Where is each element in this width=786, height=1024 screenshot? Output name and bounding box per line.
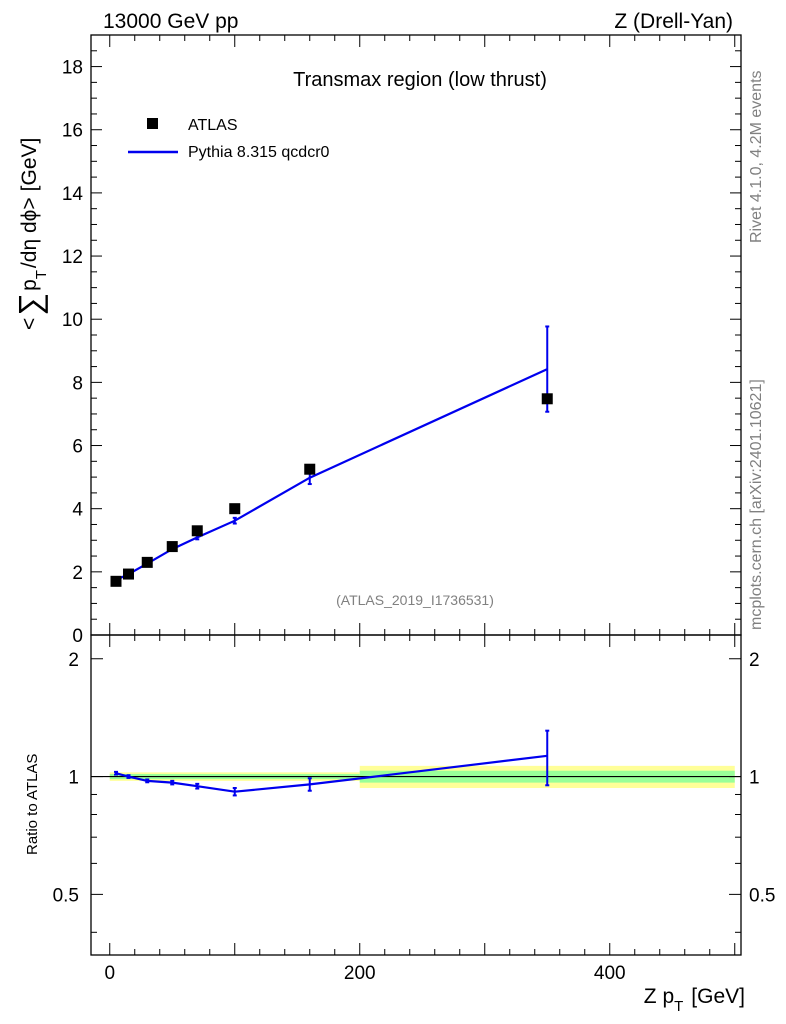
ratio-y-tick-label: 1 bbox=[68, 768, 79, 789]
ratio-plot-panel: 0.5 0.5 1 1 2 2 0 200 400 Ratio to ATLAS Z pT [Ge… bbox=[24, 634, 775, 1015]
ratio-plot-content bbox=[114, 729, 550, 797]
ylabel-p: p bbox=[18, 279, 41, 291]
ratio-y-tick-label-right: 1 bbox=[749, 768, 760, 789]
x-tick-label: 0 bbox=[104, 963, 115, 984]
ratio-plot-ticks: 0.5 0.5 1 1 2 2 0 200 400 bbox=[53, 635, 775, 984]
header-right: Z (Drell-Yan) bbox=[614, 10, 733, 33]
header-left: 13000 GeV pp bbox=[103, 10, 238, 33]
x-tick-label: 200 bbox=[344, 963, 376, 984]
y-tick-label: 10 bbox=[62, 310, 83, 331]
ylabel-unit: [GeV] bbox=[18, 138, 41, 192]
legend: ATLAS Pythia 8.315 qcdcr0 bbox=[128, 117, 330, 161]
legend-label-atlas: ATLAS bbox=[188, 117, 238, 134]
x-tick-label: 400 bbox=[594, 963, 626, 984]
ratio-line bbox=[115, 754, 548, 793]
atlas-data-point bbox=[229, 503, 241, 515]
ratio-y-axis-label: Ratio to ATLAS bbox=[24, 754, 41, 855]
ratio-y-tick-label: 0.5 bbox=[53, 885, 79, 906]
ylabel-rest: /dη dϕ> bbox=[18, 197, 41, 268]
y-tick-label: 12 bbox=[62, 247, 83, 268]
y-tick-label: 0 bbox=[72, 626, 83, 647]
atlas-data-point bbox=[123, 568, 134, 580]
rivet-label: Rivet 4.1.0, 4.2M events bbox=[748, 70, 765, 243]
legend-marker-atlas bbox=[147, 118, 158, 129]
y-tick-label: 18 bbox=[62, 58, 83, 79]
atlas-data-point bbox=[304, 463, 316, 475]
xlabel-z: Z p bbox=[644, 985, 674, 1008]
y-tick-label: 6 bbox=[72, 437, 83, 458]
main-y-axis-label: < ∑ pT/dη dϕ> [GeV] bbox=[12, 138, 50, 330]
atlas-data-point bbox=[541, 393, 553, 405]
ratio-y-tick-label: 2 bbox=[68, 650, 79, 671]
analysis-watermark: (ATLAS_2019_I1736531) bbox=[336, 592, 494, 608]
main-plot-ticks: 0 2 4 6 8 10 12 14 16 18 bbox=[62, 34, 741, 647]
atlas-data-point bbox=[166, 541, 178, 553]
y-tick-label: 2 bbox=[72, 563, 83, 584]
ylabel-sum: ∑ bbox=[12, 293, 48, 316]
atlas-data-point bbox=[191, 525, 203, 537]
y-tick-label: 16 bbox=[62, 121, 83, 142]
ylabel-lt: < bbox=[18, 318, 41, 330]
y-tick-label: 8 bbox=[72, 373, 83, 394]
x-axis-label: Z pT [GeV] bbox=[644, 985, 745, 1015]
y-tick-label: 14 bbox=[62, 184, 84, 205]
xlabel-sub: T bbox=[674, 998, 683, 1015]
mcplots-label: mcplots.cern.ch [arXiv:2401.10621] bbox=[748, 379, 765, 630]
xlabel-unit: [GeV] bbox=[691, 985, 745, 1008]
atlas-data-point bbox=[141, 556, 153, 568]
ratio-plot-frame bbox=[90, 634, 742, 956]
ratio-y-tick-label-right: 0.5 bbox=[749, 885, 775, 906]
legend-label-pythia: Pythia 8.315 qcdcr0 bbox=[188, 144, 330, 161]
pythia-line bbox=[115, 368, 548, 582]
atlas-data-point bbox=[110, 575, 122, 587]
main-plot-panel: 0 2 4 6 8 10 12 14 16 18 Transmax region (low thr… bbox=[12, 34, 742, 647]
main-plot-content bbox=[110, 325, 553, 587]
ylabel-sub: T bbox=[33, 270, 50, 279]
ratio-y-tick-label-right: 2 bbox=[749, 650, 760, 671]
y-tick-label: 4 bbox=[72, 500, 83, 521]
plot-title: Transmax region (low thrust) bbox=[293, 69, 547, 91]
